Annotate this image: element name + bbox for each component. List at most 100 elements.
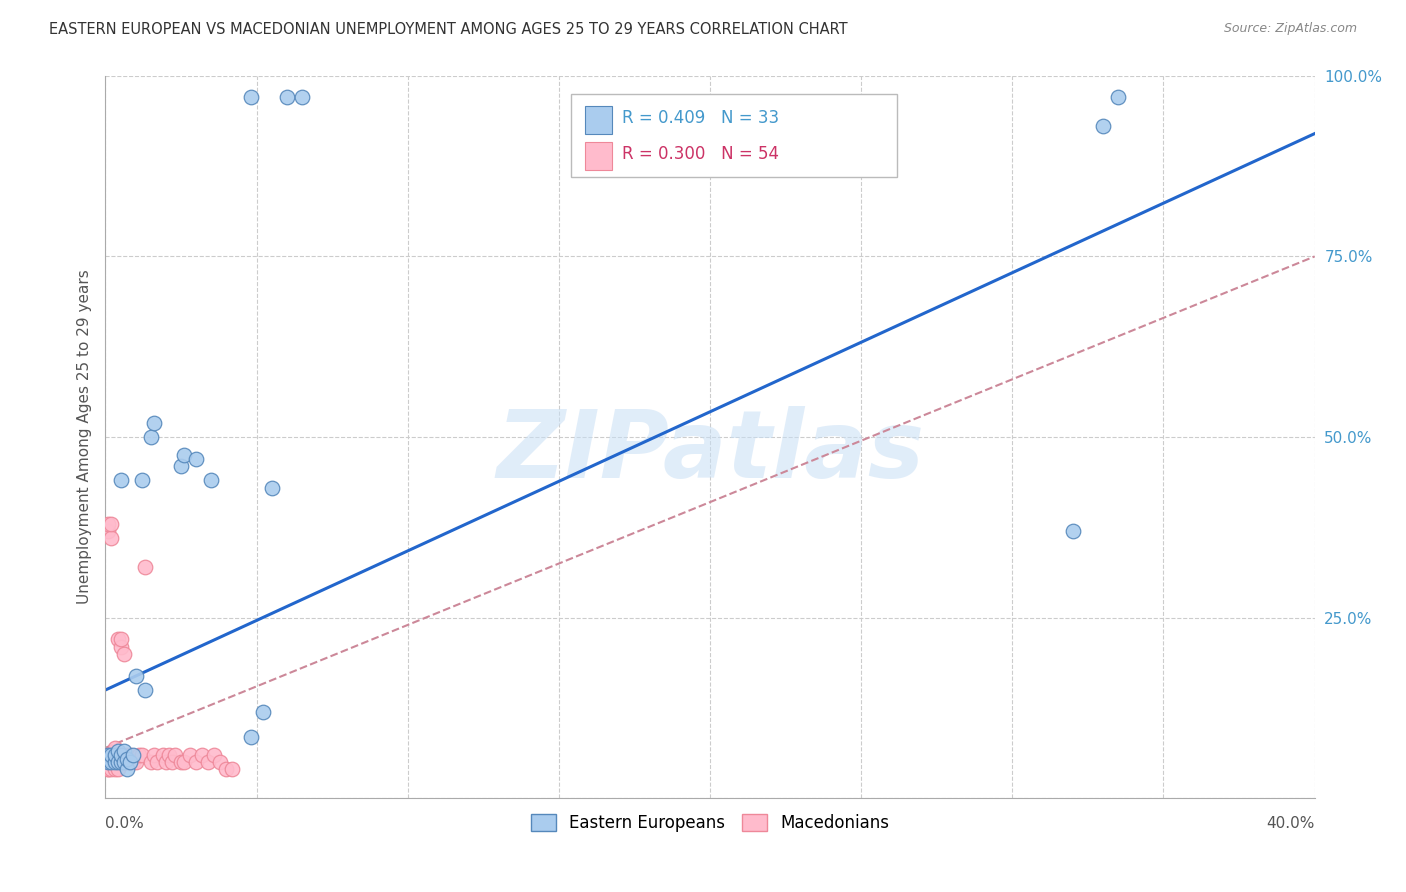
- Point: [112, 647, 135, 661]
- Point: [118, 755, 141, 769]
- Point: [121, 747, 143, 762]
- Point: [179, 747, 201, 762]
- Point: [124, 755, 148, 769]
- Point: [107, 755, 129, 769]
- Point: [115, 763, 138, 777]
- Point: [239, 730, 262, 744]
- Point: [118, 747, 141, 762]
- FancyBboxPatch shape: [571, 94, 897, 177]
- Point: [170, 458, 193, 473]
- Text: ZIPatlas: ZIPatlas: [496, 406, 924, 498]
- Point: [115, 751, 138, 765]
- Point: [97, 524, 120, 538]
- Point: [97, 751, 120, 765]
- Point: [260, 481, 283, 495]
- Point: [1062, 524, 1084, 538]
- Point: [202, 747, 225, 762]
- Point: [103, 747, 125, 762]
- Point: [112, 755, 135, 769]
- Point: [121, 755, 143, 769]
- Point: [221, 763, 243, 777]
- Point: [115, 755, 138, 769]
- Point: [291, 90, 314, 104]
- Point: [134, 560, 156, 574]
- Point: [139, 430, 162, 444]
- Point: [186, 755, 208, 769]
- Point: [103, 747, 125, 762]
- Point: [103, 763, 125, 777]
- Point: [215, 763, 238, 777]
- Point: [100, 747, 122, 762]
- Point: [1092, 120, 1115, 134]
- Text: R = 0.300   N = 54: R = 0.300 N = 54: [621, 145, 779, 163]
- Point: [163, 747, 186, 762]
- Point: [97, 755, 120, 769]
- Point: [146, 755, 169, 769]
- Point: [112, 755, 135, 769]
- Point: [239, 90, 262, 104]
- Point: [155, 755, 177, 769]
- Point: [103, 755, 125, 769]
- Point: [107, 763, 129, 777]
- Point: [110, 474, 132, 488]
- Point: [160, 755, 183, 769]
- Point: [134, 683, 156, 698]
- Point: [107, 744, 129, 758]
- Point: [107, 632, 129, 647]
- Point: [103, 755, 125, 769]
- Point: [131, 747, 153, 762]
- Point: [97, 747, 120, 762]
- Point: [124, 668, 148, 682]
- Point: [200, 474, 222, 488]
- Point: [97, 747, 120, 762]
- Point: [115, 755, 138, 769]
- Text: R = 0.409   N = 33: R = 0.409 N = 33: [621, 109, 779, 127]
- Point: [128, 747, 150, 762]
- Point: [97, 755, 120, 769]
- Point: [97, 755, 120, 769]
- Point: [110, 755, 132, 769]
- Point: [100, 516, 122, 531]
- Point: [142, 416, 165, 430]
- Point: [100, 755, 122, 769]
- Legend: Eastern Europeans, Macedonians: Eastern Europeans, Macedonians: [523, 805, 897, 840]
- Point: [142, 747, 165, 762]
- Point: [97, 763, 120, 777]
- Point: [191, 747, 214, 762]
- Point: [173, 448, 195, 462]
- Point: [173, 755, 195, 769]
- Text: 0.0%: 0.0%: [105, 816, 145, 831]
- Point: [110, 640, 132, 654]
- Point: [110, 755, 132, 769]
- Point: [1107, 90, 1129, 104]
- Point: [170, 755, 193, 769]
- Text: Source: ZipAtlas.com: Source: ZipAtlas.com: [1223, 22, 1357, 36]
- Point: [97, 747, 120, 762]
- Point: [100, 747, 122, 762]
- Point: [107, 755, 129, 769]
- Point: [209, 755, 232, 769]
- Point: [97, 763, 120, 777]
- Point: [276, 90, 298, 104]
- Point: [100, 755, 122, 769]
- Point: [103, 740, 125, 755]
- Point: [112, 744, 135, 758]
- Point: [100, 755, 122, 769]
- Point: [197, 755, 219, 769]
- Point: [97, 516, 120, 531]
- Text: EASTERN EUROPEAN VS MACEDONIAN UNEMPLOYMENT AMONG AGES 25 TO 29 YEARS CORRELATIO: EASTERN EUROPEAN VS MACEDONIAN UNEMPLOYM…: [49, 22, 848, 37]
- Point: [186, 451, 208, 466]
- Point: [252, 705, 274, 719]
- Point: [110, 747, 132, 762]
- Point: [131, 474, 153, 488]
- Point: [118, 755, 141, 769]
- Point: [100, 763, 122, 777]
- Point: [115, 747, 138, 762]
- Y-axis label: Unemployment Among Ages 25 to 29 years: Unemployment Among Ages 25 to 29 years: [76, 269, 91, 605]
- FancyBboxPatch shape: [585, 106, 612, 134]
- Point: [157, 747, 180, 762]
- FancyBboxPatch shape: [585, 143, 612, 169]
- Point: [100, 531, 122, 545]
- Point: [152, 747, 174, 762]
- Point: [110, 632, 132, 647]
